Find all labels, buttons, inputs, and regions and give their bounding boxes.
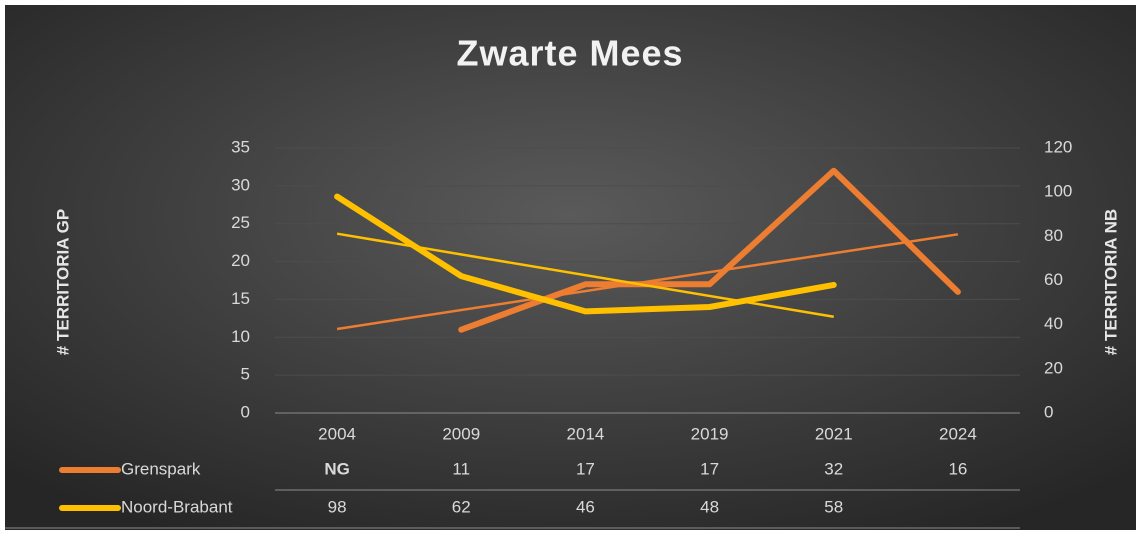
table-cell: 98 [328, 497, 347, 516]
x-tick-label: 2021 [815, 424, 853, 443]
y-tick-label: 20 [231, 251, 250, 270]
legend-label: Grenspark [121, 459, 201, 478]
y2-tick-label: 120 [1044, 137, 1072, 156]
y2-tick-label: 100 [1044, 182, 1072, 201]
x-tick-label: 2009 [442, 424, 480, 443]
series-line [334, 193, 837, 315]
x-tick-label: 2014 [567, 424, 605, 443]
y-tick-label: 0 [241, 402, 250, 421]
table-cell: 48 [700, 497, 719, 516]
legend-label: Noord-Brabant [121, 497, 233, 516]
table-cell: 17 [576, 459, 595, 478]
y-tick-label: 30 [231, 175, 250, 194]
y-tick-label: 35 [231, 137, 250, 156]
table-cell: 58 [824, 497, 843, 516]
x-tick-label: 2024 [939, 424, 977, 443]
y-tick-label: 10 [231, 327, 250, 346]
x-tick-label: 2004 [318, 424, 356, 443]
y2-tick-label: 0 [1044, 402, 1053, 421]
y-axis-title: # TERRITORIA GP [53, 209, 72, 355]
table-cell: 32 [824, 459, 843, 478]
y2-tick-label: 60 [1044, 270, 1063, 289]
table-cell: NG [324, 459, 350, 478]
y-tick-label: 25 [231, 213, 250, 232]
chart-title: Zwarte Mees [456, 33, 683, 74]
table-cell: 11 [452, 459, 470, 478]
y2-tick-label: 80 [1044, 226, 1063, 245]
y2-tick-label: 40 [1044, 314, 1063, 333]
y-tick-label: 15 [231, 289, 250, 308]
table-cell: 16 [948, 459, 967, 478]
chart-background [5, 5, 1136, 530]
x-tick-label: 2019 [691, 424, 729, 443]
y2-tick-label: 20 [1044, 358, 1063, 377]
table-cell: 17 [700, 459, 719, 478]
table-cell: 46 [576, 497, 595, 516]
table-cell: 62 [452, 497, 471, 516]
y2-axis-title: # TERRITORIA NB [1101, 209, 1120, 355]
y-tick-label: 5 [241, 365, 250, 384]
